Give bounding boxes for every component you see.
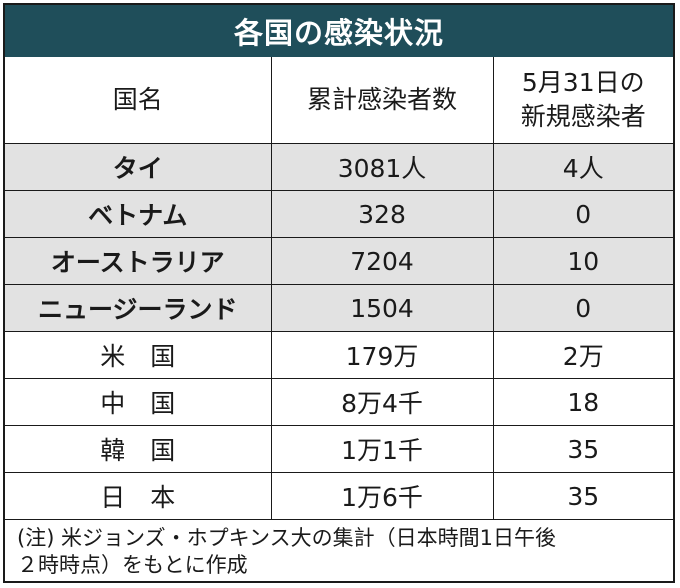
infographic-frame: 各国の感染状況 国名 累計感染者数 5月31日の 新規感染者 タイ 3081人 … bbox=[3, 3, 675, 583]
table-row: 米 国 179万 2万 bbox=[5, 331, 673, 379]
new-cases: 18 bbox=[492, 378, 673, 426]
infection-table: 国名 累計感染者数 5月31日の 新規感染者 タイ 3081人 4人 ベトナム … bbox=[5, 57, 673, 520]
total-cases: 328 bbox=[270, 190, 494, 238]
table-row: 中 国 8万4千 18 bbox=[5, 378, 673, 426]
country-name: ベトナム bbox=[5, 190, 272, 238]
country-name: 日 本 bbox=[5, 472, 272, 520]
header-row: 国名 累計感染者数 5月31日の 新規感染者 bbox=[5, 57, 673, 144]
new-cases: 0 bbox=[492, 190, 673, 238]
table-row: 日 本 1万6千 35 bbox=[5, 472, 673, 520]
country-name: 米 国 bbox=[5, 331, 272, 379]
table-title: 各国の感染状況 bbox=[5, 5, 673, 57]
header-country: 国名 bbox=[5, 57, 272, 144]
source-note-line2: ２時時点）をもとに作成 bbox=[17, 553, 248, 577]
total-cases: 1504 bbox=[270, 284, 494, 332]
country-name: タイ bbox=[5, 143, 272, 191]
total-cases: 179万 bbox=[270, 331, 494, 379]
country-name: 韓 国 bbox=[5, 425, 272, 473]
new-cases: 2万 bbox=[492, 331, 673, 379]
country-name: オーストラリア bbox=[5, 237, 272, 285]
table-row: ニュージーランド 1504 0 bbox=[5, 284, 673, 332]
source-note-line1: (注) 米ジョンズ・ホプキンス大の集計（日本時間1日午後 bbox=[17, 526, 556, 550]
table-row: タイ 3081人 4人 bbox=[5, 143, 673, 191]
total-cases: 3081人 bbox=[270, 143, 494, 191]
header-total-cases: 累計感染者数 bbox=[270, 57, 494, 144]
new-cases: 10 bbox=[492, 237, 673, 285]
table-row: オーストラリア 7204 10 bbox=[5, 237, 673, 285]
header-new-cases-line2: 新規感染者 bbox=[520, 102, 646, 131]
country-name: 中 国 bbox=[5, 378, 272, 426]
header-new-cases-line1: 5月31日の bbox=[521, 68, 645, 97]
total-cases: 7204 bbox=[270, 237, 494, 285]
country-name: ニュージーランド bbox=[5, 284, 272, 332]
new-cases: 0 bbox=[492, 284, 673, 332]
total-cases: 1万6千 bbox=[270, 472, 494, 520]
total-cases: 1万1千 bbox=[270, 425, 494, 473]
new-cases: 35 bbox=[492, 472, 673, 520]
source-note: (注) 米ジョンズ・ホプキンス大の集計（日本時間1日午後 ２時時点）をもとに作成 bbox=[17, 525, 667, 579]
table-row: ベトナム 328 0 bbox=[5, 190, 673, 238]
new-cases: 4人 bbox=[492, 143, 673, 191]
total-cases: 8万4千 bbox=[270, 378, 494, 426]
table-row: 韓 国 1万1千 35 bbox=[5, 425, 673, 473]
header-new-cases: 5月31日の 新規感染者 bbox=[492, 57, 673, 144]
new-cases: 35 bbox=[492, 425, 673, 473]
